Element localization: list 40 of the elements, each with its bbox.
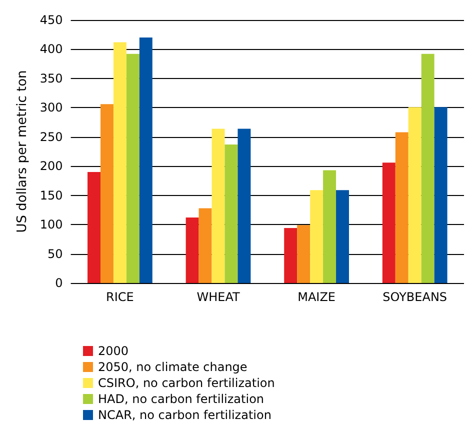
legend-label: 2050, no climate change: [98, 360, 248, 374]
y-axis-title: US dollars per metric ton: [15, 70, 30, 233]
bar: [238, 128, 251, 283]
bar: [323, 170, 336, 283]
bar: [421, 54, 434, 283]
bar: [408, 107, 422, 283]
bar: [382, 162, 396, 283]
y-tick-label: 200: [40, 159, 63, 174]
legend-label: 2000: [98, 344, 129, 358]
bar: [126, 54, 140, 283]
x-tick-label: WHEAT: [196, 290, 240, 304]
bar: [297, 225, 310, 283]
y-tick-label: 450: [40, 13, 63, 27]
y-tick-label: 350: [40, 71, 63, 86]
bar: [186, 218, 199, 283]
bar: [113, 42, 126, 283]
y-tick-label: 50: [48, 246, 63, 261]
legend-label: HAD, no carbon fertilization: [98, 392, 264, 406]
x-tick-label: MAIZE: [298, 290, 336, 304]
bar: [198, 208, 212, 283]
legend-label: NCAR, no carbon fertilization: [98, 408, 272, 422]
bar: [310, 190, 324, 283]
x-tick-label: RICE: [106, 290, 134, 304]
legend-label: CSIRO, no carbon fertilization: [98, 376, 275, 390]
x-tick-label: SOYBEANS: [382, 290, 448, 304]
y-tick-label: 100: [40, 218, 63, 232]
bar: [88, 172, 100, 283]
bar: [336, 190, 349, 283]
y-tick-label: 150: [40, 188, 63, 202]
y-tick-label: 300: [40, 100, 63, 115]
bar: [395, 132, 408, 283]
y-tick-label: 250: [40, 130, 63, 144]
bar: [434, 107, 448, 283]
bar: [284, 228, 298, 283]
bar: [100, 104, 114, 283]
y-tick-label: 0: [55, 276, 63, 290]
bar: [224, 144, 238, 283]
y-tick-label: 400: [40, 42, 63, 56]
bar: [212, 128, 225, 283]
bar: [139, 38, 152, 283]
